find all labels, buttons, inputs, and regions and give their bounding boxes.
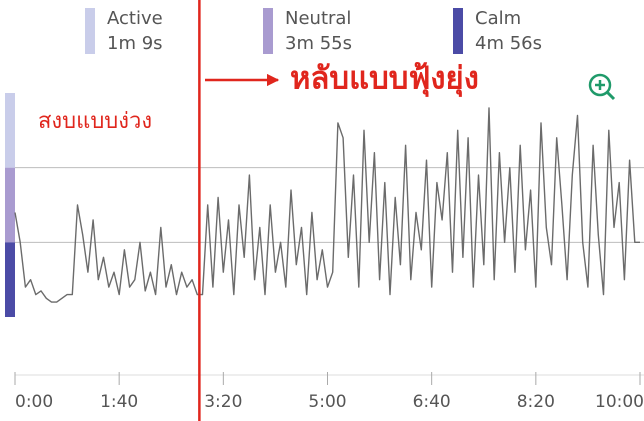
x-tick-label: 5:00 (308, 392, 346, 412)
zone-bar (5, 167, 15, 243)
legend-duration: 3m 55s (285, 33, 352, 54)
legend-label: Neutral (285, 8, 351, 29)
x-tick-label: 1:40 (100, 392, 138, 412)
zoom-icon[interactable] (588, 73, 616, 101)
zone-bar (5, 93, 15, 168)
legend-swatch (453, 8, 463, 54)
x-tick-label: 8:20 (517, 392, 555, 412)
x-tick-label: 3:20 (204, 392, 242, 412)
x-tick-label: 10:00 (595, 392, 644, 412)
annotation: หลับแบบฟุ้งยุ่ง (290, 61, 479, 98)
legend-label: Active (107, 8, 163, 29)
legend-swatch (85, 8, 95, 54)
legend-swatch (263, 8, 273, 54)
data-line (14, 107, 640, 303)
annotation: สงบแบบง่วง (38, 109, 152, 134)
x-tick-label: 6:40 (413, 392, 451, 412)
legend-duration: 1m 9s (107, 33, 163, 54)
x-tick-label: 0:00 (15, 392, 53, 412)
legend-label: Calm (475, 8, 521, 29)
legend-duration: 4m 56s (475, 33, 542, 54)
zone-bar (5, 242, 15, 317)
